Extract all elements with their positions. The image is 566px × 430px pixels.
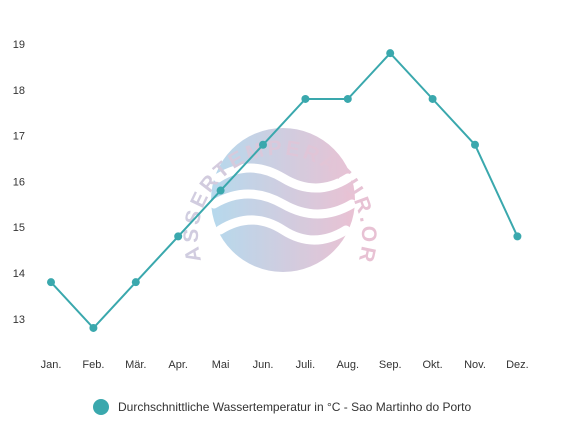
series-line (50, 51, 519, 330)
x-tick-label: Dez. (506, 359, 529, 371)
x-tick-label: Mär. (125, 359, 146, 371)
y-tick-label: 19 (13, 39, 25, 51)
x-tick-label: Jan. (41, 359, 62, 371)
data-point[interactable] (174, 232, 183, 241)
legend[interactable]: Durchschnittliche Wassertemperatur in °C… (93, 397, 471, 417)
y-tick-label: 14 (13, 268, 25, 280)
data-point[interactable] (428, 94, 437, 103)
data-point[interactable] (513, 232, 522, 241)
y-tick-label: 13 (13, 314, 25, 326)
data-point[interactable] (471, 140, 479, 149)
y-tick-label: 15 (13, 222, 25, 234)
x-tick-label: Jun. (253, 359, 274, 371)
x-tick-label: Feb. (82, 359, 104, 371)
watermark-logo: WASSERTEMPERATUR.ORG (0, 0, 377, 272)
data-point[interactable] (343, 94, 352, 103)
data-point[interactable] (301, 94, 310, 103)
data-point[interactable] (216, 186, 225, 195)
x-axis: Jan. Feb. Mär. Apr. Mai Jun. Juli. Aug. Sep. Okt.… (41, 359, 529, 371)
x-tick-label: Sep. (379, 359, 402, 371)
data-point[interactable] (131, 278, 140, 287)
legend-label: Durchschnittliche Wassertemperatur in °C… (118, 400, 472, 414)
x-tick-label: Aug. (336, 359, 359, 371)
y-tick-label: 18 (13, 85, 25, 97)
x-tick-label: Juli. (296, 359, 316, 371)
y-axis: 13 14 15 16 17 18 19 (13, 39, 25, 326)
data-point[interactable] (259, 140, 267, 149)
x-tick-label: Okt. (423, 359, 443, 371)
data-point[interactable] (89, 323, 98, 332)
x-tick-label: Apr. (168, 359, 188, 371)
data-point[interactable] (47, 278, 55, 287)
y-tick-label: 17 (13, 131, 25, 143)
y-tick-label: 16 (13, 176, 25, 188)
plot-area (47, 49, 522, 332)
legend-marker (93, 399, 109, 415)
x-tick-label: Nov. (464, 359, 486, 371)
data-point[interactable] (386, 49, 395, 58)
x-tick-label: Mai (212, 359, 230, 371)
